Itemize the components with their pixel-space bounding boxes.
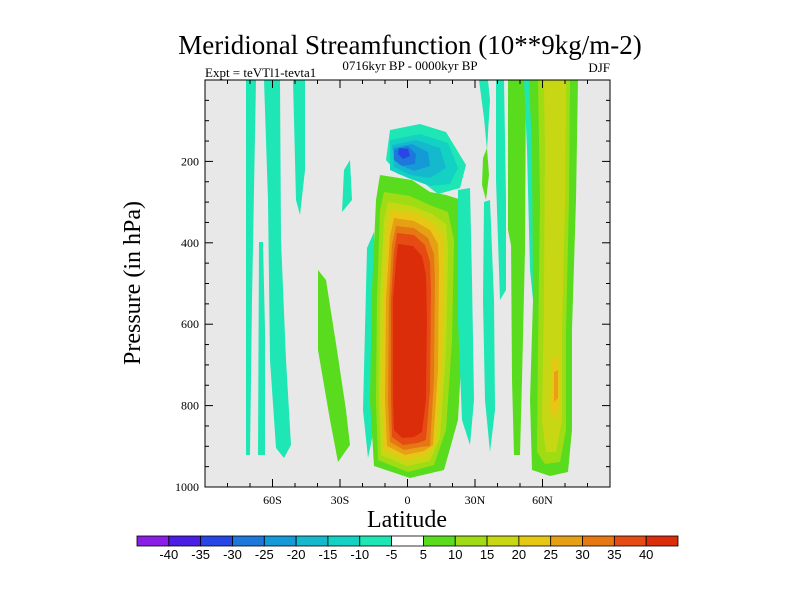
x-tick-label: 60S xyxy=(263,493,282,507)
chart-title: Meridional Streamfunction (10**9kg/m-2) xyxy=(178,30,641,60)
colorbar-segment xyxy=(454,535,488,547)
colorbar-segment xyxy=(295,535,329,547)
colorbar-segment xyxy=(550,535,583,547)
colorbar-label: 25 xyxy=(543,547,557,562)
contour-nh-pos-25 xyxy=(554,370,558,402)
contour-upper-neg-30 xyxy=(398,148,410,159)
contour-nh-band-teal-1 xyxy=(458,188,474,445)
y-tick-label: 200 xyxy=(181,154,199,168)
contour-nh-pos-15 xyxy=(542,80,566,452)
colorbar-segment xyxy=(263,535,297,547)
y-tick-label: 800 xyxy=(181,399,199,413)
colorbar-label: -35 xyxy=(191,547,210,562)
colorbar-label: -30 xyxy=(223,547,242,562)
contour-sh-positive-band xyxy=(318,270,350,462)
axes-ticks xyxy=(205,80,610,488)
period-label: 0716kyr BP - 0000kyr BP xyxy=(342,58,477,73)
colorbar-label: 20 xyxy=(512,547,526,562)
colorbar-label: -5 xyxy=(386,547,398,562)
colorbar-label: -25 xyxy=(255,547,274,562)
season-label: DJF xyxy=(588,60,610,75)
x-tick-label: 30S xyxy=(331,493,350,507)
experiment-label: Expt = teVTl1-tevta1 xyxy=(205,65,316,80)
plot-area: 60S 30S 0 30N 60N 200 400 600 800 1000 xyxy=(175,79,611,507)
contour-eq-pos-40 xyxy=(393,244,427,438)
x-axis-label: Latitude xyxy=(367,507,447,533)
contour-nh-band-teal-4 xyxy=(496,80,506,300)
colorbar-segment xyxy=(200,535,233,547)
contour-nh-band-green-small xyxy=(482,148,489,200)
colorbar-segment xyxy=(582,535,615,547)
contour-sh-upper-sliver xyxy=(342,160,352,212)
colorbar: -40 -35 -30 -25 -20 -15 -10 -5 5 10 15 20 25 30 35 40 xyxy=(136,535,679,562)
contour-nh-band-teal-3 xyxy=(483,200,495,452)
colorbar-label: -10 xyxy=(350,547,369,562)
y-axis-label: Pressure (in hPa) xyxy=(120,201,146,365)
colorbar-label: 30 xyxy=(575,547,589,562)
colorbar-segment xyxy=(423,535,456,547)
x-tick-label: 30N xyxy=(465,493,486,507)
y-tick-label: 400 xyxy=(181,236,199,250)
colorbar-segment xyxy=(391,535,424,547)
colorbar-label: -20 xyxy=(287,547,306,562)
colorbar-segment xyxy=(232,535,265,547)
contour-nh-band-teal-2 xyxy=(479,80,490,150)
colorbar-segment xyxy=(168,535,202,547)
colorbar-segment xyxy=(518,535,552,547)
x-tick-label: 60N xyxy=(532,493,553,507)
contour-nh-band-green-2 xyxy=(511,80,526,455)
colorbar-segment xyxy=(613,535,647,547)
colorbar-segment xyxy=(327,535,361,547)
colorbar-segment xyxy=(359,535,392,547)
colorbar-label: 5 xyxy=(420,547,427,562)
x-tick-label: 0 xyxy=(405,493,411,507)
contour-sh-band-2 xyxy=(258,242,265,455)
colorbar-segment xyxy=(486,535,520,547)
contour-sh-band-3 xyxy=(264,80,291,458)
contour-sh-band-4 xyxy=(293,80,305,215)
axes-labels: 60S 30S 0 30N 60N 200 400 600 800 1000 xyxy=(175,154,553,507)
colorbar-segment xyxy=(645,535,679,547)
y-tick-label: 1000 xyxy=(175,480,199,494)
colorbar-label: -40 xyxy=(159,547,178,562)
y-tick-label: 600 xyxy=(181,317,199,331)
contour-fill-group xyxy=(246,80,578,478)
colorbar-label: 10 xyxy=(448,547,462,562)
colorbar-label: 35 xyxy=(607,547,621,562)
colorbar-label: 40 xyxy=(639,547,653,562)
contour-sh-band-1 xyxy=(246,80,256,455)
colorbar-label: 15 xyxy=(480,547,494,562)
colorbar-segment xyxy=(136,535,170,547)
colorbar-label: -15 xyxy=(319,547,338,562)
